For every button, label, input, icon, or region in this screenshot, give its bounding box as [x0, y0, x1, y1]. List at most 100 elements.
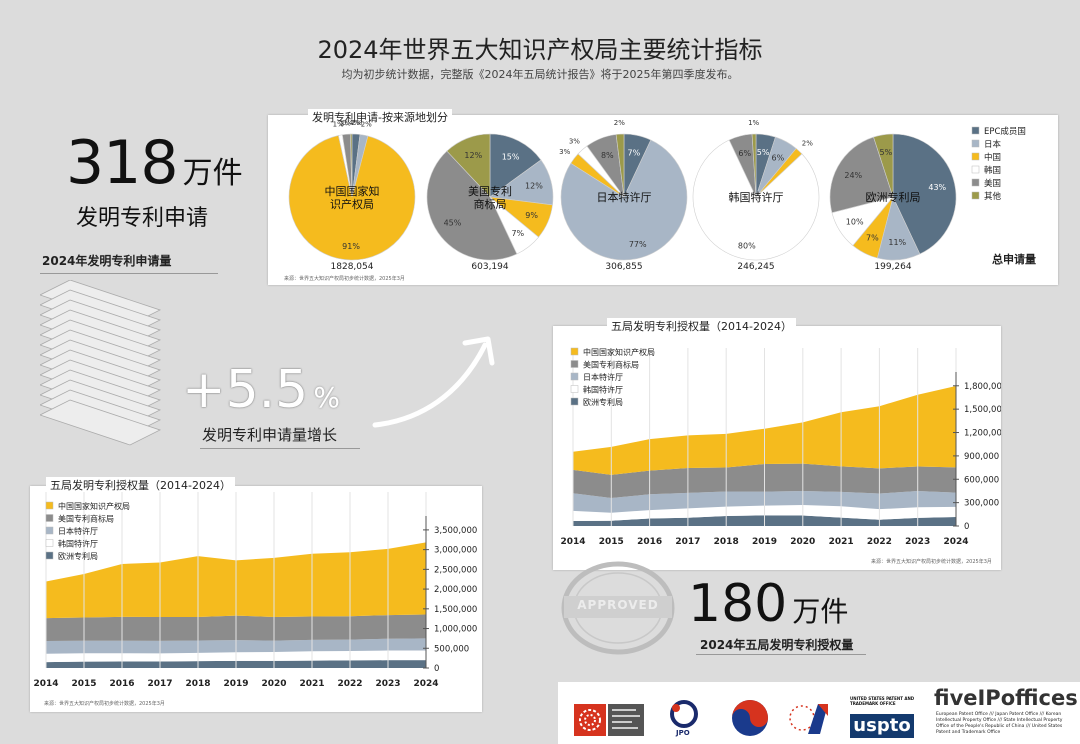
x-tick-label: 2022	[867, 537, 892, 547]
uspto-logo: uspto	[850, 714, 914, 738]
pie-total-label: 199,264	[874, 262, 911, 272]
x-tick-label: 2017	[147, 679, 172, 689]
growth-stat: +5.5 %	[182, 360, 340, 420]
area-legend-label: 中国国家知识产权局	[58, 501, 130, 511]
area-legend-label: 欧洲专利局	[58, 551, 98, 561]
area-legend-swatch	[45, 526, 54, 535]
total-apps-label: 总申请量	[992, 253, 1036, 266]
pie-slice	[350, 133, 353, 198]
pie-legend-label: 其他	[984, 191, 1002, 202]
pie-slice	[829, 136, 894, 214]
right-area-chart: 0 300,000 600,000 900,000 1,200,000 1,500,000…	[560, 347, 1001, 547]
pie-data-label: 43%	[928, 183, 946, 192]
x-tick-label: 2019	[752, 537, 777, 547]
x-tick-label: 2018	[714, 537, 739, 547]
pie-data-label: 5%	[880, 148, 893, 157]
jpo-logo-icon	[670, 700, 698, 728]
pie-data-label: 1%	[333, 120, 344, 128]
right-area-title: 五局发明专利授权量（2014-2024）	[607, 318, 796, 334]
pie-total-label: 603,194	[471, 262, 508, 272]
right-area-source: 来源：世界五大知识产权局初步统计数据，2025年3月	[871, 559, 992, 565]
y-tick-label: 2,000,000	[434, 585, 477, 595]
left-area-source: 来源：世界五大知识产权局初步统计数据，2025年3月	[44, 701, 165, 707]
area-legend-label: 韩国特许厅	[58, 539, 98, 549]
x-tick-label: 2014	[560, 537, 585, 547]
area-legend-swatch	[570, 360, 579, 368]
x-tick-label: 2019	[223, 679, 248, 689]
pie-total-label: 1828,054	[331, 262, 374, 272]
pie-data-label: 8%	[601, 151, 614, 160]
area-legend-swatch	[570, 385, 579, 393]
growth-unit: %	[313, 381, 340, 414]
left-area-chart-panel: 五局发明专利授权量（2014-2024） 0 500,000 1,000,000 1,…	[30, 477, 482, 712]
pie-chart-title: 发明专利申请-按来源地划分	[308, 109, 452, 125]
pie-legend-label: EPC成员国	[984, 126, 1026, 137]
area-legend-swatch	[570, 397, 579, 406]
y-tick-label: 0	[434, 664, 439, 674]
area-legend-label: 日本特许厅	[58, 526, 98, 536]
pie-legend-swatch	[971, 139, 980, 148]
grants-caption: 2024年五局发明专利授权量	[700, 638, 854, 652]
pie-data-label: 9%	[525, 211, 538, 220]
growth-arrow-icon	[372, 336, 495, 428]
pie-office-label: 识产权局	[330, 197, 374, 211]
pie-data-label: 0.4%	[342, 119, 360, 127]
x-tick-label: 2024	[943, 537, 968, 547]
grants-underline	[696, 654, 866, 655]
x-tick-label: 2016	[109, 679, 134, 689]
y-tick-label: 1,200,000	[964, 429, 1001, 439]
page-subtitle: 均为初步统计数据，完整版《2024年五局统计报告》将于2025年第四季度发布。	[341, 68, 739, 81]
pie-data-label: 2%	[802, 139, 813, 147]
pie-chart: 2%2%91%1%2%0.4%中国国家知识产权局1828,05415%12%9%…	[288, 119, 1026, 272]
x-tick-label: 2018	[185, 679, 210, 689]
pie-slice	[892, 133, 957, 255]
pie-data-label: 10%	[846, 217, 864, 226]
kipo-logo-icon	[732, 700, 768, 736]
area-legend-label: 美国专利商标局	[58, 514, 114, 524]
pie-legend-swatch	[971, 178, 980, 187]
pie-data-label: 45%	[444, 218, 462, 227]
pie-data-label: 80%	[738, 241, 756, 250]
x-tick-label: 2023	[905, 537, 930, 547]
y-tick-label: 1,000,000	[434, 625, 477, 635]
apps-unit: 万件	[182, 156, 243, 191]
pie-data-label: 2%	[361, 120, 372, 128]
y-tick-label: 1,500,000	[964, 405, 1001, 415]
apps-desc: 发明专利申请	[76, 206, 209, 231]
approved-stamp-icon	[561, 561, 675, 655]
pie-slice	[560, 139, 688, 261]
area-legend-swatch	[45, 539, 54, 547]
pie-office-label: 中国国家知	[325, 184, 380, 198]
pie-data-label: 11%	[888, 238, 906, 247]
pie-slice	[446, 133, 491, 198]
x-tick-label: 2017	[675, 537, 700, 547]
pie-legend-label: 韩国	[984, 165, 1001, 176]
growth-caption: 发明专利申请量增长	[202, 426, 338, 444]
x-tick-label: 2022	[337, 679, 362, 689]
pie-data-label: 12%	[525, 182, 543, 191]
y-tick-label: 600,000	[964, 475, 999, 485]
offices-text: European Patent Office /// Japan Patent …	[936, 712, 1063, 735]
pie-slice	[615, 133, 625, 198]
pie-data-label: 7%	[866, 233, 879, 242]
x-tick-label: 2023	[375, 679, 400, 689]
pie-data-label: 12%	[464, 151, 482, 160]
x-tick-label: 2020	[261, 679, 286, 689]
apps-number: 318	[66, 128, 179, 198]
pie-total-label: 306,855	[605, 262, 642, 272]
growth-value: +5.5	[182, 360, 309, 420]
pie-slice	[873, 133, 894, 198]
left-area-title: 五局发明专利授权量（2014-2024）	[46, 477, 235, 493]
pie-data-label: 7%	[511, 229, 524, 238]
pie-legend-label: 中国	[984, 152, 1001, 163]
area-legend-swatch	[45, 514, 54, 522]
pie-legend-swatch	[971, 191, 980, 200]
pie-data-label: 3%	[559, 148, 570, 156]
x-tick-label: 2015	[71, 679, 96, 689]
pie-slice	[489, 133, 542, 198]
pie-slice	[751, 133, 757, 198]
area-legend-swatch	[570, 372, 579, 381]
approved-stamp-text: APPROVED	[577, 598, 659, 612]
y-tick-label: 1,500,000	[434, 605, 477, 615]
pie-office-label: 韩国特许厅	[729, 190, 784, 204]
